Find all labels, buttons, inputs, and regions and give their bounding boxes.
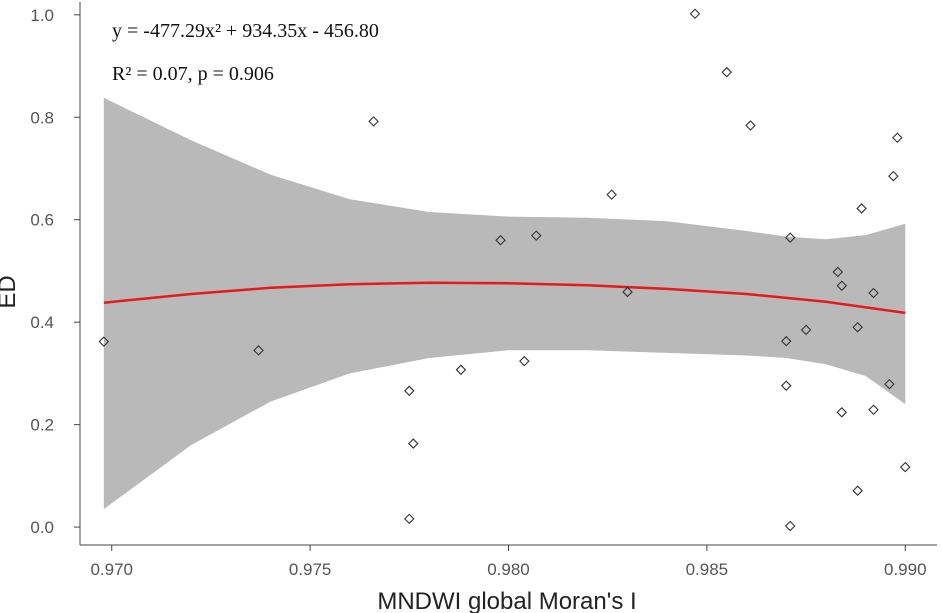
- x-tick-label: 0.985: [686, 560, 729, 579]
- data-point: [404, 385, 415, 397]
- data-point: [852, 485, 863, 496]
- data-point: [606, 189, 617, 200]
- stats-annotation: R² = 0.07, p = 0.906: [112, 63, 274, 85]
- data-point: [721, 66, 732, 78]
- data-point: [856, 203, 867, 214]
- y-tick-label: 0.6: [30, 211, 54, 230]
- data-point: [368, 116, 379, 127]
- data-point: [852, 322, 863, 333]
- y-tick-label: 0.2: [30, 416, 54, 435]
- y-tick-label: 1.0: [30, 6, 54, 25]
- confidence-band: [103, 97, 906, 510]
- data-point: [832, 266, 844, 278]
- fit-curve: [103, 281, 906, 315]
- y-tick-label: 0.0: [30, 518, 54, 537]
- fit-curve-layer: [103, 281, 906, 315]
- data-point: [98, 336, 110, 347]
- data-point: [495, 234, 506, 246]
- y-axis-title: ED: [0, 275, 21, 308]
- data-point: [780, 335, 792, 347]
- x-tick-label: 0.990: [884, 560, 927, 579]
- data-point: [519, 355, 530, 367]
- data-point: [689, 8, 701, 20]
- x-axis-title: MNDWI global Moran's I: [377, 588, 636, 613]
- x-tick-label: 0.980: [487, 560, 530, 579]
- y-tick-label: 0.4: [30, 313, 54, 332]
- axes-layer: 0.970 0.975 0.980 0.985 0.990 0.0 0.2 0.4 0.6 0.8…: [30, 2, 937, 579]
- data-point: [253, 345, 264, 356]
- data-point: [404, 513, 415, 525]
- data-point: [892, 132, 903, 144]
- data-point: [745, 120, 756, 131]
- data-point: [622, 286, 633, 298]
- x-tick-label: 0.970: [90, 560, 133, 579]
- data-points-layer: [98, 8, 911, 532]
- data-point: [899, 461, 911, 473]
- data-point: [884, 378, 895, 390]
- confidence-band-layer: [103, 97, 906, 510]
- y-tick-label: 0.8: [30, 108, 54, 127]
- data-point: [868, 404, 879, 416]
- data-point: [868, 287, 879, 299]
- data-point: [836, 407, 848, 418]
- equation-annotation: y = -477.29x² + 934.35x - 456.80: [112, 20, 379, 42]
- x-tick-label: 0.975: [289, 560, 332, 579]
- data-point: [408, 438, 419, 449]
- data-point: [836, 280, 848, 292]
- data-point: [800, 324, 812, 336]
- data-point: [530, 230, 542, 241]
- data-point: [780, 380, 792, 391]
- data-point: [784, 520, 796, 532]
- data-point: [455, 364, 467, 376]
- data-point: [888, 170, 899, 182]
- data-point: [784, 232, 796, 243]
